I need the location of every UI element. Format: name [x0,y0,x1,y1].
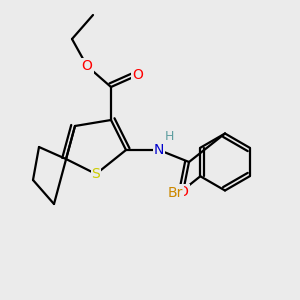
Text: O: O [178,185,188,199]
Text: O: O [133,68,143,82]
Text: S: S [92,167,100,181]
Text: Br: Br [167,186,182,200]
Text: O: O [82,59,92,73]
Text: H: H [165,130,174,143]
Text: N: N [154,143,164,157]
